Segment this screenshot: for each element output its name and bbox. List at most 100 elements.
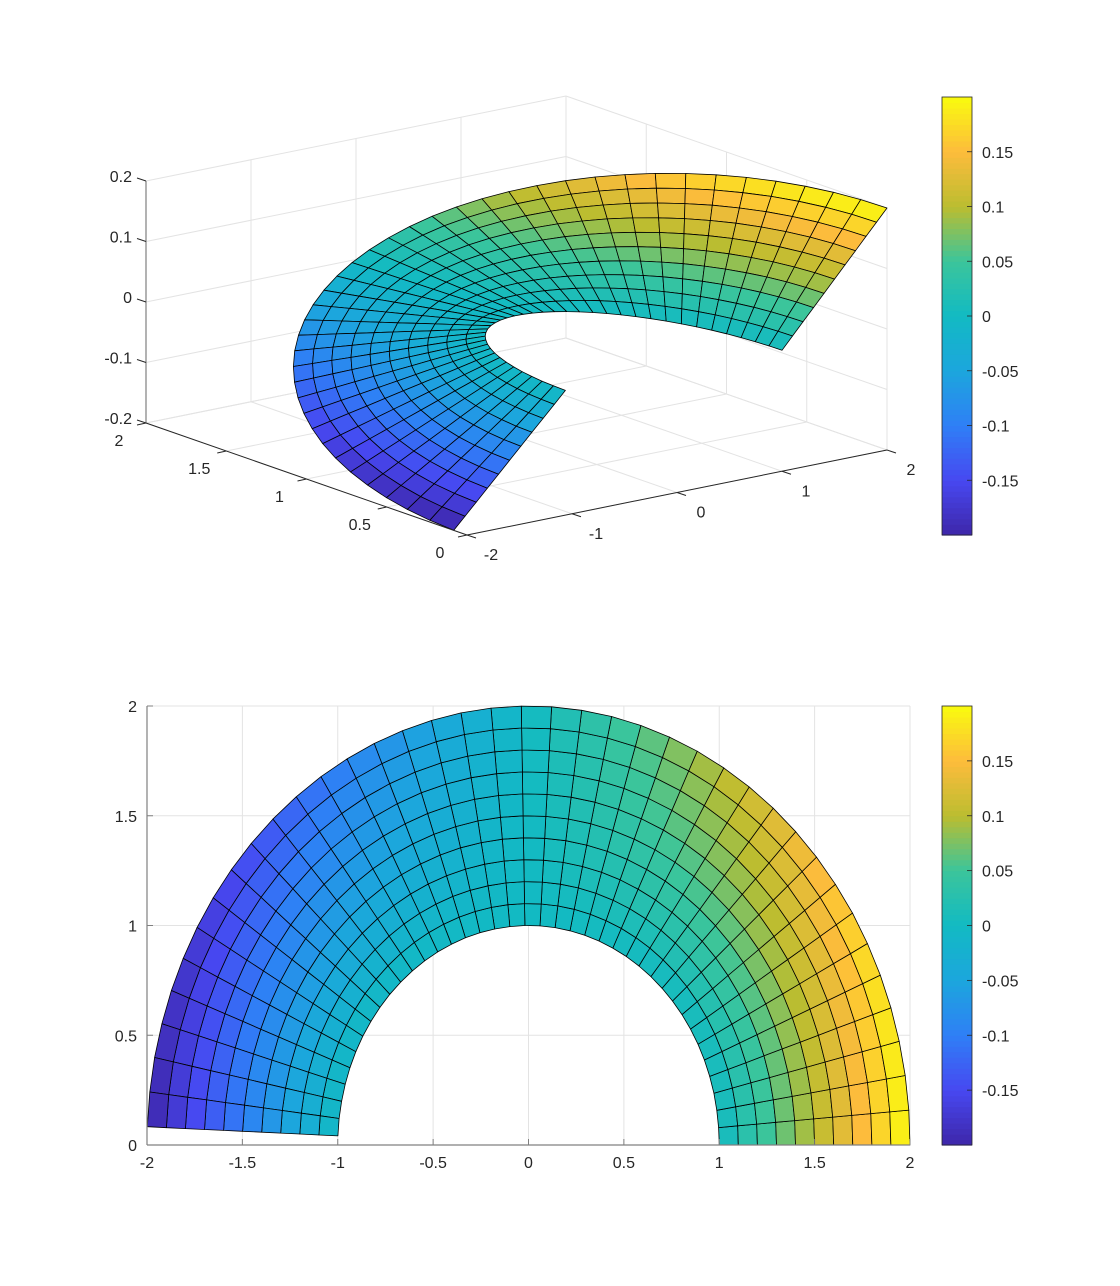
colorbar-swatch: [942, 211, 972, 219]
surface-patch: [813, 1116, 835, 1146]
surface-patch: [576, 204, 608, 222]
colorbar-swatch: [942, 1090, 972, 1097]
surface-patch: [503, 859, 525, 884]
colorbar-swatch: [942, 316, 972, 323]
colorbar-swatch: [942, 168, 972, 175]
colorbar-swatch: [942, 969, 972, 976]
sidewall-grid-line-z: [565, 95, 888, 209]
surface-patch: [737, 1123, 758, 1146]
y-tick-label: 0: [436, 545, 445, 562]
colorbar-tick-label: -0.15: [982, 473, 1019, 490]
colorbar-swatch: [942, 283, 972, 290]
colorbar-swatch: [942, 255, 972, 262]
colorbar-swatch: [942, 716, 972, 724]
surface-patch: [299, 1112, 321, 1136]
colorbar-swatch: [942, 1029, 972, 1036]
surface-patch: [718, 1125, 739, 1146]
colorbar-swatch: [942, 925, 972, 932]
colorbar-swatch: [942, 1128, 972, 1135]
surface-patch: [658, 217, 685, 235]
surface-patch: [681, 308, 699, 328]
x-tick-label: 0: [697, 505, 706, 522]
colorbar-swatch: [942, 474, 972, 481]
colorbar-swatch: [942, 1134, 972, 1141]
colorbar-swatch: [942, 458, 972, 465]
x-tick-label: -0.5: [419, 1155, 447, 1172]
z-tick: [136, 238, 147, 242]
colorbar-tick-label: -0.05: [982, 973, 1019, 990]
colorbar-swatch: [942, 1040, 972, 1047]
surface-patch: [262, 1083, 286, 1111]
colorbar-tick-label: 0.1: [982, 200, 1004, 217]
colorbar-tick-label: 0.05: [982, 864, 1013, 881]
y-tick: [457, 534, 468, 538]
surface-patch: [318, 1115, 340, 1137]
colorbar-swatch: [942, 1106, 972, 1113]
colorbar-swatch: [942, 738, 972, 746]
z-tick: [136, 177, 147, 182]
surface-patch: [496, 771, 524, 796]
surface-patch: [889, 1109, 911, 1146]
surface-patch: [775, 1120, 796, 1146]
colorbar-swatch: [942, 502, 972, 509]
colorbar-swatch: [942, 409, 972, 416]
colorbar-swatch: [942, 1101, 972, 1108]
colorbar-swatch: [942, 97, 972, 104]
surface-patch: [524, 903, 542, 927]
surface-patch: [851, 1113, 873, 1146]
colorbar-tick-label: -0.1: [982, 1028, 1010, 1045]
colorbar-swatch: [942, 1095, 972, 1102]
surface-patch: [280, 1110, 302, 1135]
surface-patch: [521, 727, 551, 751]
colorbar-swatch: [942, 157, 972, 164]
surface-patch: [713, 174, 747, 194]
colorbar-swatch: [942, 974, 972, 981]
x-tick-label: 2: [907, 462, 916, 479]
colorbar-swatch: [942, 941, 972, 949]
colorbar-swatch: [942, 430, 972, 438]
colorbar-swatch: [942, 381, 972, 388]
colorbar-tick-label: 0: [982, 309, 991, 326]
colorbar-swatch: [942, 370, 972, 377]
colorbar-tick-label: 0.05: [982, 254, 1013, 271]
surface-patch: [474, 795, 501, 822]
colorbar-swatch: [942, 1018, 972, 1025]
y-tick: [136, 422, 147, 426]
surface-patch: [624, 172, 657, 190]
surface-patch: [685, 173, 717, 191]
colorbar-tick-label: -0.05: [982, 364, 1019, 381]
y-tick: [377, 506, 387, 510]
colorbar-swatch: [942, 184, 972, 191]
surface-patch: [640, 260, 664, 278]
surface-patch: [581, 218, 612, 235]
surface-patch: [657, 202, 686, 220]
colorbar-swatch: [942, 480, 972, 487]
colorbar-swatch: [942, 755, 972, 762]
colorbar-swatch: [942, 1062, 972, 1069]
y-tick-label: 0: [128, 1138, 137, 1155]
colorbar-bottom: -0.15 -0.1 -0.05 0 0.05 0.1 0.15: [941, 705, 1019, 1146]
surface-patch: [870, 1111, 892, 1146]
colorbar-swatch: [942, 354, 972, 361]
surface-patch: [772, 1096, 796, 1123]
colorbar-swatch: [942, 376, 972, 383]
surface-patch: [684, 188, 715, 206]
colorbar-swatch: [942, 727, 972, 735]
surface-patch: [659, 232, 685, 250]
surface-patch: [490, 705, 522, 731]
colorbar-swatch: [942, 420, 972, 427]
colorbar-swatch: [942, 711, 972, 718]
surface-patch: [184, 1096, 208, 1130]
surface-patch: [539, 903, 559, 928]
colorbar-swatch: [942, 881, 972, 888]
colorbar-swatch: [942, 518, 972, 525]
colorbar-swatch: [942, 1079, 972, 1086]
surface-patch: [492, 727, 523, 753]
surface-patch: [523, 859, 544, 883]
colorbar-swatch: [942, 958, 972, 965]
colorbar-swatch: [942, 146, 972, 153]
surface-patch: [602, 202, 634, 220]
surface-patch: [570, 190, 604, 208]
surface-patch: [660, 246, 684, 265]
colorbar-swatch: [942, 469, 972, 476]
